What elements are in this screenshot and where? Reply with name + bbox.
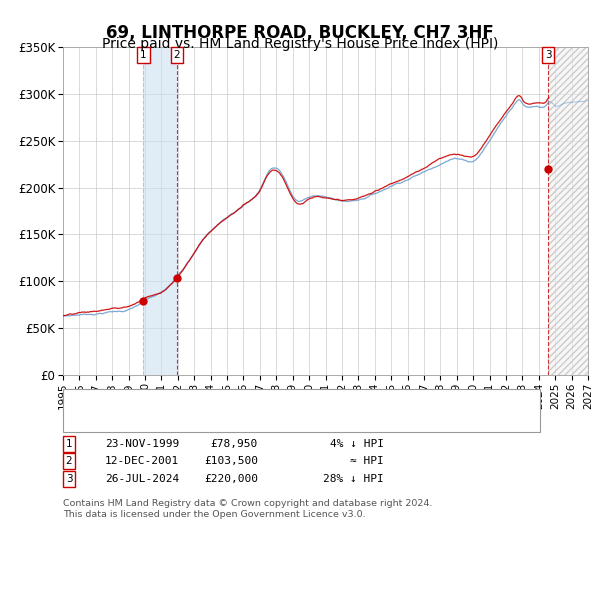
Text: ─────: ─────: [78, 410, 115, 423]
Text: ≈ HPI: ≈ HPI: [350, 457, 384, 466]
Text: £78,950: £78,950: [211, 439, 258, 448]
Text: 1: 1: [140, 50, 147, 60]
Text: 1: 1: [65, 439, 73, 448]
Text: 4% ↓ HPI: 4% ↓ HPI: [330, 439, 384, 448]
Text: ─────: ─────: [78, 394, 115, 407]
Text: £220,000: £220,000: [204, 474, 258, 484]
Text: Contains HM Land Registry data © Crown copyright and database right 2024.: Contains HM Land Registry data © Crown c…: [63, 499, 433, 507]
Text: 3: 3: [545, 50, 551, 60]
Bar: [548, 47, 588, 375]
Text: Price paid vs. HM Land Registry's House Price Index (HPI): Price paid vs. HM Land Registry's House …: [102, 37, 498, 51]
Text: 69, LINTHORPE ROAD, BUCKLEY, CH7 3HF (detached house): 69, LINTHORPE ROAD, BUCKLEY, CH7 3HF (de…: [114, 395, 449, 405]
Text: 23-NOV-1999: 23-NOV-1999: [105, 439, 179, 448]
Text: HPI: Average price, detached house, Flintshire: HPI: Average price, detached house, Flin…: [114, 412, 372, 421]
Text: 2: 2: [174, 50, 181, 60]
Text: 69, LINTHORPE ROAD, BUCKLEY, CH7 3HF: 69, LINTHORPE ROAD, BUCKLEY, CH7 3HF: [106, 24, 494, 42]
Text: 28% ↓ HPI: 28% ↓ HPI: [323, 474, 384, 484]
Text: 26-JUL-2024: 26-JUL-2024: [105, 474, 179, 484]
Text: 12-DEC-2001: 12-DEC-2001: [105, 457, 179, 466]
Text: 3: 3: [65, 474, 73, 484]
Text: £103,500: £103,500: [204, 457, 258, 466]
Bar: [143, 47, 177, 375]
Bar: [548, 47, 588, 375]
Text: 2: 2: [65, 457, 73, 466]
Text: This data is licensed under the Open Government Licence v3.0.: This data is licensed under the Open Gov…: [63, 510, 365, 519]
